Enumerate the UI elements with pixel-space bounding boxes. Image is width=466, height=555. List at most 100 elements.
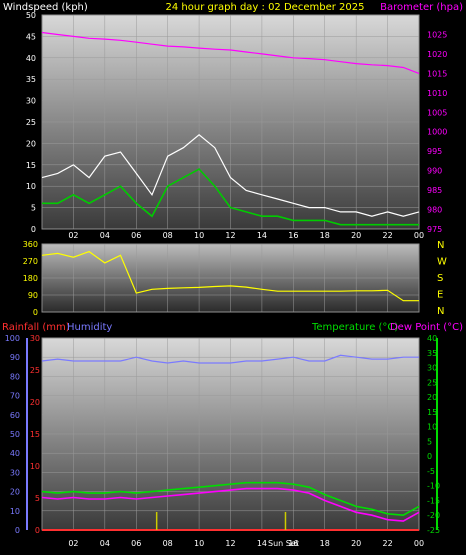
wind-grid (42, 14, 420, 230)
barometer-y-ticks: 975 980 985 990 995 1000 1005 1010 1015 1020 1025 (427, 30, 447, 234)
compass-label: W (437, 257, 447, 268)
x-tick-label: 02 (68, 539, 78, 548)
x-tick-label: 16 (288, 539, 298, 548)
windspeed-line (42, 168, 419, 226)
x-tick-label: 04 (100, 539, 110, 548)
x-tick-label: 12 (225, 539, 235, 548)
chart-title: 24 hour graph day : 02 December 2025 (166, 2, 365, 13)
wind-tick-label: 45 (26, 32, 36, 41)
wind-tick-label: 30 (26, 97, 36, 106)
temperature-tick-label: -20 (427, 511, 440, 520)
x-tick-label: 00 (414, 539, 424, 548)
humidity-tick-label: 70 (10, 392, 20, 401)
compass-label: N (437, 240, 444, 251)
rainfall-tick-label: 25 (30, 366, 40, 375)
barometer-tick-label: 980 (427, 206, 442, 215)
x-tick-label: 16 (288, 231, 298, 240)
rainfall-tick-label: 15 (30, 430, 40, 439)
humidity-tick-label: 60 (10, 411, 20, 420)
x-tick-label: 22 (382, 231, 392, 240)
x-tick-label: 10 (194, 539, 204, 548)
x-tick-label: 20 (351, 539, 361, 548)
barometer-tick-label: 975 (427, 225, 442, 234)
barometer-tick-label: 1020 (427, 50, 447, 59)
barometer-tick-label: 1005 (427, 108, 447, 117)
direction-line (41, 250, 419, 302)
barometer-tick-label: 1015 (427, 69, 447, 78)
direction-y-ticks: 0 90 180 270 360 (23, 240, 38, 317)
rainfall-tick-label: 10 (30, 462, 40, 471)
temperature-line (41, 481, 420, 517)
wind-tick-label: 5 (31, 204, 36, 213)
wind-axis-label: Windspeed (kph) (3, 2, 88, 13)
barometer-tick-label: 995 (427, 147, 442, 156)
x-tick-label: 06 (131, 231, 141, 240)
temp-series (41, 354, 420, 531)
x-tick-label: 06 (131, 539, 141, 548)
compass-label: S (437, 273, 443, 284)
x-tick-label: 14 (257, 231, 267, 240)
direction-grid (42, 243, 419, 313)
compass-label: E (437, 290, 443, 301)
wind-tick-label: 15 (26, 161, 36, 170)
x-tick-label: 18 (320, 539, 330, 548)
barometer-line (41, 31, 420, 74)
direction-tick-label: 180 (23, 274, 38, 283)
humidity-tick-label: 40 (10, 449, 20, 458)
humidity-tick-label: 10 (10, 507, 20, 516)
humidity-axis-label: Humidity (67, 322, 112, 333)
wind-tick-label: 10 (26, 182, 36, 191)
dewpoint-axis-label: Dew Point (°C) (390, 322, 463, 333)
temperature-tick-label: 20 (427, 393, 437, 402)
wind-x-ticks: 02 04 06 08 10 12 14 16 18 20 22 00 (68, 231, 424, 240)
wind-series (41, 31, 420, 226)
humidity-tick-label: 90 (10, 353, 20, 362)
x-tick-label: 18 (320, 231, 330, 240)
x-tick-label: 20 (351, 231, 361, 240)
humidity-tick-label: 20 (10, 488, 20, 497)
x-tick-label: 10 (194, 231, 204, 240)
rainfall-tick-label: 20 (30, 398, 40, 407)
temperature-tick-label: 30 (427, 364, 437, 373)
direction-series (41, 250, 419, 302)
wind-tick-label: 50 (26, 11, 36, 20)
wind-tick-label: 35 (26, 75, 36, 84)
direction-tick-label: 360 (23, 240, 38, 249)
rainfall-tick-label: 0 (35, 526, 40, 535)
temperature-tick-label: 10 (427, 423, 437, 432)
dewpoint-line (41, 487, 420, 522)
temperature-tick-label: 35 (427, 349, 437, 358)
temperature-y-ticks: -25 -20 -15 -10 -5 0 5 10 15 20 25 30 35 40 (427, 334, 440, 535)
temperature-tick-label: 0 (427, 452, 432, 461)
wind-tick-label: 20 (26, 139, 36, 148)
x-tick-label: 00 (414, 231, 424, 240)
humidity-tick-label: 50 (10, 430, 20, 439)
wind-tick-label: 40 (26, 54, 36, 63)
rainfall-tick-label: 30 (30, 334, 40, 343)
compass-label: N (437, 306, 444, 317)
temperature-tick-label: 25 (427, 378, 437, 387)
x-tick-label: 08 (163, 231, 173, 240)
wind-y-ticks: 0 5 10 15 20 25 30 35 40 45 50 (26, 11, 36, 234)
x-tick-label: 02 (68, 231, 78, 240)
barometer-tick-label: 985 (427, 186, 442, 195)
humidity-tick-label: 30 (10, 468, 20, 477)
temperature-tick-label: 15 (427, 408, 437, 417)
x-tick-label: 22 (382, 539, 392, 548)
temperature-tick-label: -5 (427, 467, 435, 476)
humidity-tick-label: 0 (15, 526, 20, 535)
x-tick-label: 08 (163, 539, 173, 548)
sun-set-label: Sun Set (268, 539, 299, 548)
wind-tick-label: 25 (26, 118, 36, 127)
wind-tick-label: 0 (31, 225, 36, 234)
humidity-tick-label: 100 (5, 334, 20, 343)
temperature-tick-label: -25 (427, 526, 440, 535)
gust-line (41, 134, 420, 217)
humidity-y-ticks: 0 10 20 30 40 50 60 70 80 90 100 (5, 334, 20, 535)
barometer-axis-label: Barometer (hpa) (380, 2, 463, 13)
temperature-tick-label: 40 (427, 334, 437, 343)
rainfall-y-ticks: 0 5 10 15 20 25 30 (30, 334, 40, 535)
